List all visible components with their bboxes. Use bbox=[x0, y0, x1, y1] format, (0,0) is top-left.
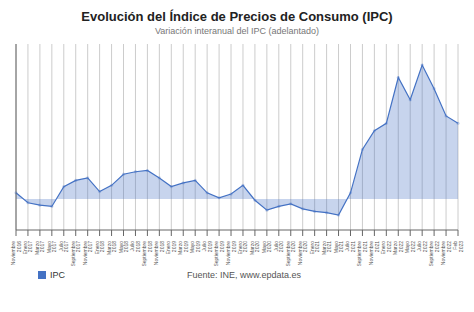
svg-text:Enero2019: Enero2019 bbox=[165, 241, 177, 255]
svg-text:Julio2018: Julio2018 bbox=[129, 241, 141, 252]
svg-text:Noviembre2022: Noviembre2022 bbox=[440, 241, 452, 265]
svg-text:Septiembre2018: Septiembre2018 bbox=[141, 241, 153, 266]
svg-text:Julio2021: Julio2021 bbox=[344, 241, 356, 252]
svg-text:Septiembre2017: Septiembre2017 bbox=[70, 241, 82, 266]
svg-text:Septiembre2019: Septiembre2019 bbox=[213, 241, 225, 266]
svg-text:Mayo2019: Mayo2019 bbox=[189, 241, 201, 253]
svg-text:Marzo2021: Marzo2021 bbox=[321, 241, 333, 255]
svg-text:Julio2020: Julio2020 bbox=[273, 241, 285, 252]
svg-text:Noviembre2021: Noviembre2021 bbox=[368, 241, 380, 265]
svg-text:Julio2022: Julio2022 bbox=[416, 241, 428, 252]
svg-text:Septiembre2020: Septiembre2020 bbox=[285, 241, 297, 266]
svg-text:Marzo2020: Marzo2020 bbox=[249, 241, 261, 255]
svg-text:Marzo2018: Marzo2018 bbox=[106, 241, 118, 255]
svg-text:Septiembre2021: Septiembre2021 bbox=[356, 241, 368, 266]
html-text:Variación interanual del IPC (: Variación interanual del IPC (adelantado… bbox=[155, 26, 319, 36]
svg-text:Mayo2020: Mayo2020 bbox=[261, 241, 273, 253]
svg-text:Noviembre2016: Noviembre2016 bbox=[10, 241, 22, 265]
svg-text:Feb2023: Feb2023 bbox=[452, 241, 464, 252]
svg-text:Enero2022: Enero2022 bbox=[380, 241, 392, 255]
svg-text:Septiembre2022: Septiembre2022 bbox=[428, 241, 440, 266]
svg-text:Noviembre2019: Noviembre2019 bbox=[225, 241, 237, 265]
svg-text:Mayo2017: Mayo2017 bbox=[46, 241, 58, 253]
html-text:Evolución del Índice de Precio: Evolución del Índice de Precios de Consu… bbox=[81, 9, 393, 24]
svg-text:Marzo2017: Marzo2017 bbox=[34, 241, 46, 255]
svg-text:Mayo2021: Mayo2021 bbox=[333, 241, 345, 253]
svg-text:Noviembre2017: Noviembre2017 bbox=[82, 241, 94, 265]
html-text:IPC: IPC bbox=[50, 270, 65, 280]
svg-text:Mayo2018: Mayo2018 bbox=[118, 241, 130, 253]
svg-text:Enero2017: Enero2017 bbox=[22, 241, 34, 255]
svg-text:Mayo2022: Mayo2022 bbox=[404, 241, 416, 253]
svg-text:Marzo2022: Marzo2022 bbox=[392, 241, 404, 255]
svg-text:Enero2020: Enero2020 bbox=[237, 241, 249, 255]
svg-text:Julio2019: Julio2019 bbox=[201, 241, 213, 252]
svg-text:Enero2018: Enero2018 bbox=[94, 241, 106, 255]
html-text:Fuente: INE, www.epdata.es: Fuente: INE, www.epdata.es bbox=[187, 270, 302, 280]
svg-text:Noviembre2020: Noviembre2020 bbox=[297, 241, 309, 265]
svg-text:Noviembre2018: Noviembre2018 bbox=[153, 241, 165, 265]
svg-text:Julio2017: Julio2017 bbox=[58, 241, 70, 252]
svg-text:Enero2021: Enero2021 bbox=[309, 241, 321, 255]
svg-text:Marzo2019: Marzo2019 bbox=[177, 241, 189, 255]
